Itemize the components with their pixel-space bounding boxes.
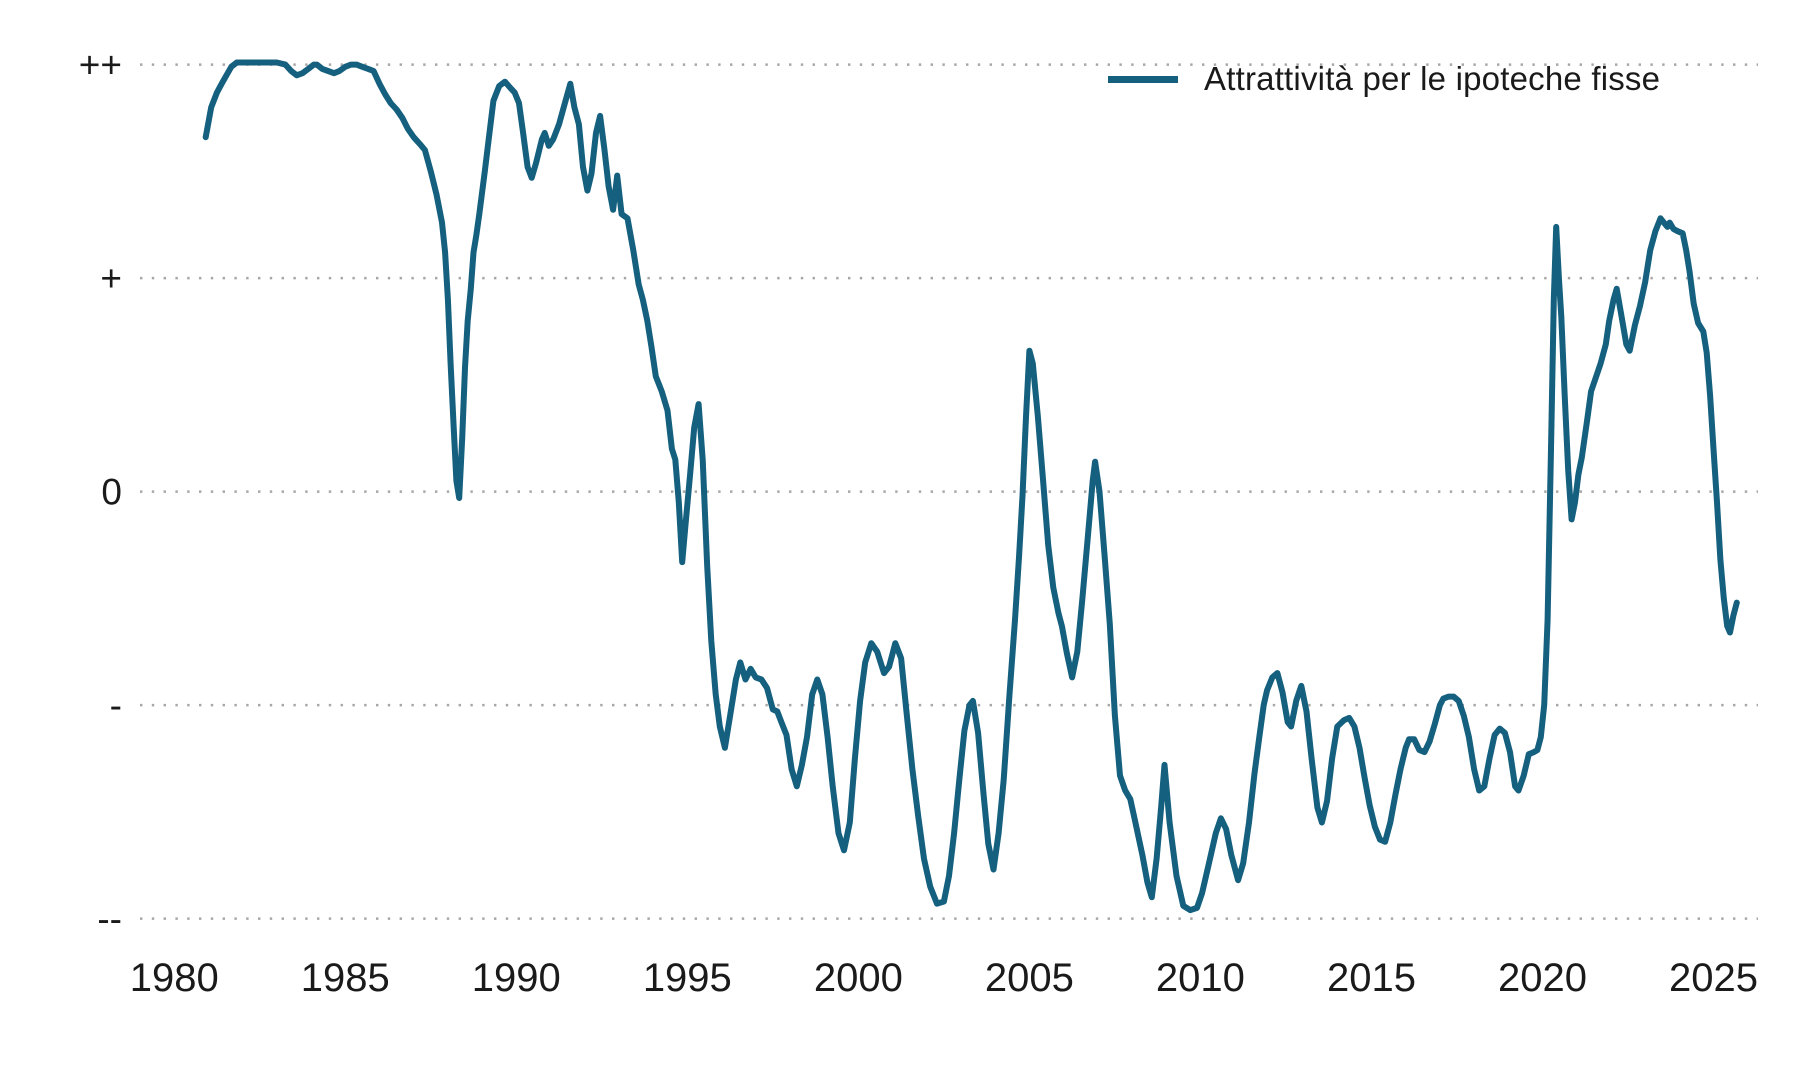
legend: Attrattività per le ipoteche fisse xyxy=(1108,60,1660,98)
y-tick-label: 0 xyxy=(101,472,122,513)
x-tick-label: 1980 xyxy=(130,956,219,1000)
x-axis-tick-labels: 1980 1985 1990 1995 2000 2005 2010 2015 2020 2025 xyxy=(130,956,1758,1000)
y-axis-tick-labels: +++0--- xyxy=(79,45,122,940)
y-tick-label: ++ xyxy=(79,45,122,86)
legend-line-swatch-icon xyxy=(1108,75,1178,83)
y-tick-label: - xyxy=(110,685,122,726)
x-tick-label: 2010 xyxy=(1156,956,1245,1000)
x-tick-label: 1995 xyxy=(643,956,732,1000)
x-tick-label: 2005 xyxy=(985,956,1074,1000)
series-line-attrattivita xyxy=(202,59,1740,914)
x-tick-label: 2000 xyxy=(814,956,903,1000)
x-tick-label: 2015 xyxy=(1327,956,1416,1000)
x-tick-label: 2020 xyxy=(1498,956,1587,1000)
y-tick-label: + xyxy=(100,258,122,299)
x-tick-label: 1990 xyxy=(472,956,561,1000)
y-tick-label: -- xyxy=(97,899,122,940)
x-tick-label: 2025 xyxy=(1669,956,1758,1000)
x-tick-label: 1985 xyxy=(301,956,390,1000)
legend-label: Attrattività per le ipoteche fisse xyxy=(1204,60,1661,97)
